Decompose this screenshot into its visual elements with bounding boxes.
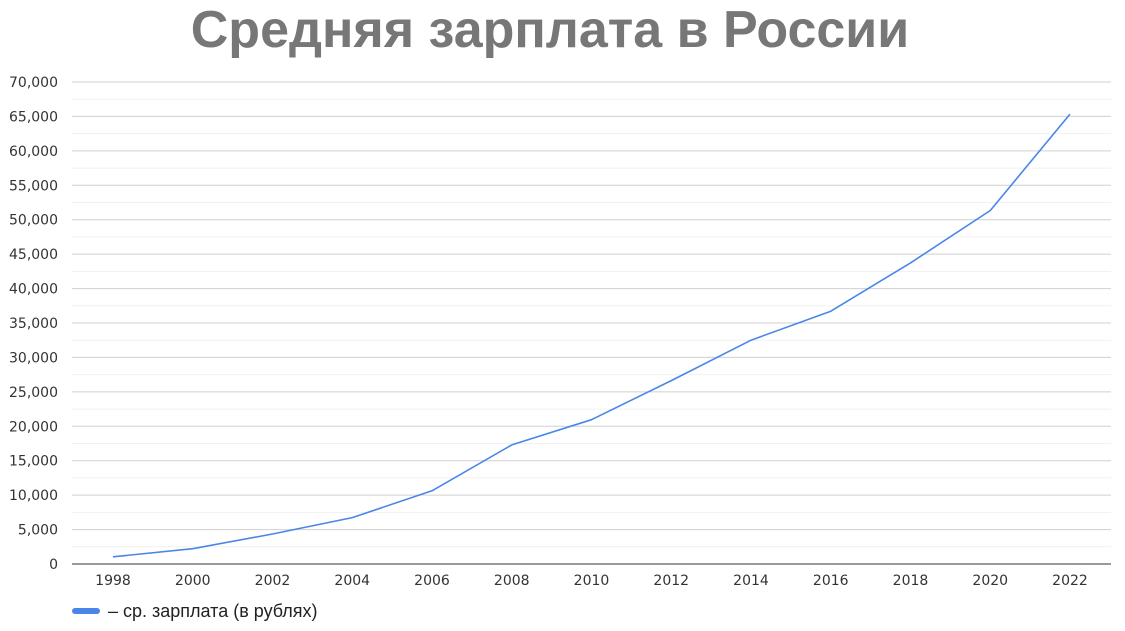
x-tick-label: 2010: [574, 573, 610, 589]
y-tick-label: 40,000: [9, 282, 58, 298]
grid-lines: [72, 81, 1111, 565]
x-tick-label: 2012: [653, 573, 689, 589]
x-tick-label: 2008: [494, 573, 530, 589]
series-line: [112, 113, 1071, 558]
x-tick-label: 2020: [972, 573, 1008, 589]
x-tick-label: 2004: [334, 573, 370, 589]
y-tick-label: 20,000: [9, 419, 58, 435]
legend-label: – ср. зарплата (в рублях): [108, 601, 318, 621]
x-tick-label: 2014: [733, 573, 769, 589]
y-tick-label: 5,000: [18, 523, 58, 539]
y-tick-label: 55,000: [9, 178, 58, 194]
y-tick-label: 45,000: [9, 247, 58, 263]
y-tick-label: 10,000: [9, 488, 58, 504]
chart-title: Средняя зарплата в России: [190, 1, 910, 59]
legend: – ср. зарплата (в рублях): [72, 601, 318, 621]
y-tick-label: 30,000: [9, 350, 58, 366]
x-tick-label: 2002: [255, 573, 291, 589]
y-tick-label: 65,000: [9, 109, 58, 125]
y-tick-label: 50,000: [9, 213, 58, 229]
y-tick-label: 25,000: [9, 385, 58, 401]
x-axis-ticks: 1998 2000 2002 2004 2006 2008 2010 2012 2014 2016…: [95, 573, 1088, 589]
y-tick-label: 15,000: [9, 454, 58, 470]
x-tick-label: 2016: [813, 573, 849, 589]
x-tick-label: 2018: [893, 573, 929, 589]
x-tick-label: 1998: [95, 573, 131, 589]
series-lines: [112, 113, 1071, 558]
y-tick-label: 70,000: [9, 75, 58, 91]
y-tick-label: 60,000: [9, 144, 58, 160]
y-tick-label: 35,000: [9, 316, 58, 332]
y-axis-ticks: 0 5,000 10,000 15,000 20,000 25,000 30,000 35,0…: [9, 75, 58, 573]
y-tick-label: 0: [49, 557, 58, 573]
x-tick-label: 2000: [175, 573, 211, 589]
x-tick-label: 2022: [1052, 573, 1088, 589]
legend-swatch: [72, 608, 100, 614]
x-tick-label: 2006: [414, 573, 450, 589]
